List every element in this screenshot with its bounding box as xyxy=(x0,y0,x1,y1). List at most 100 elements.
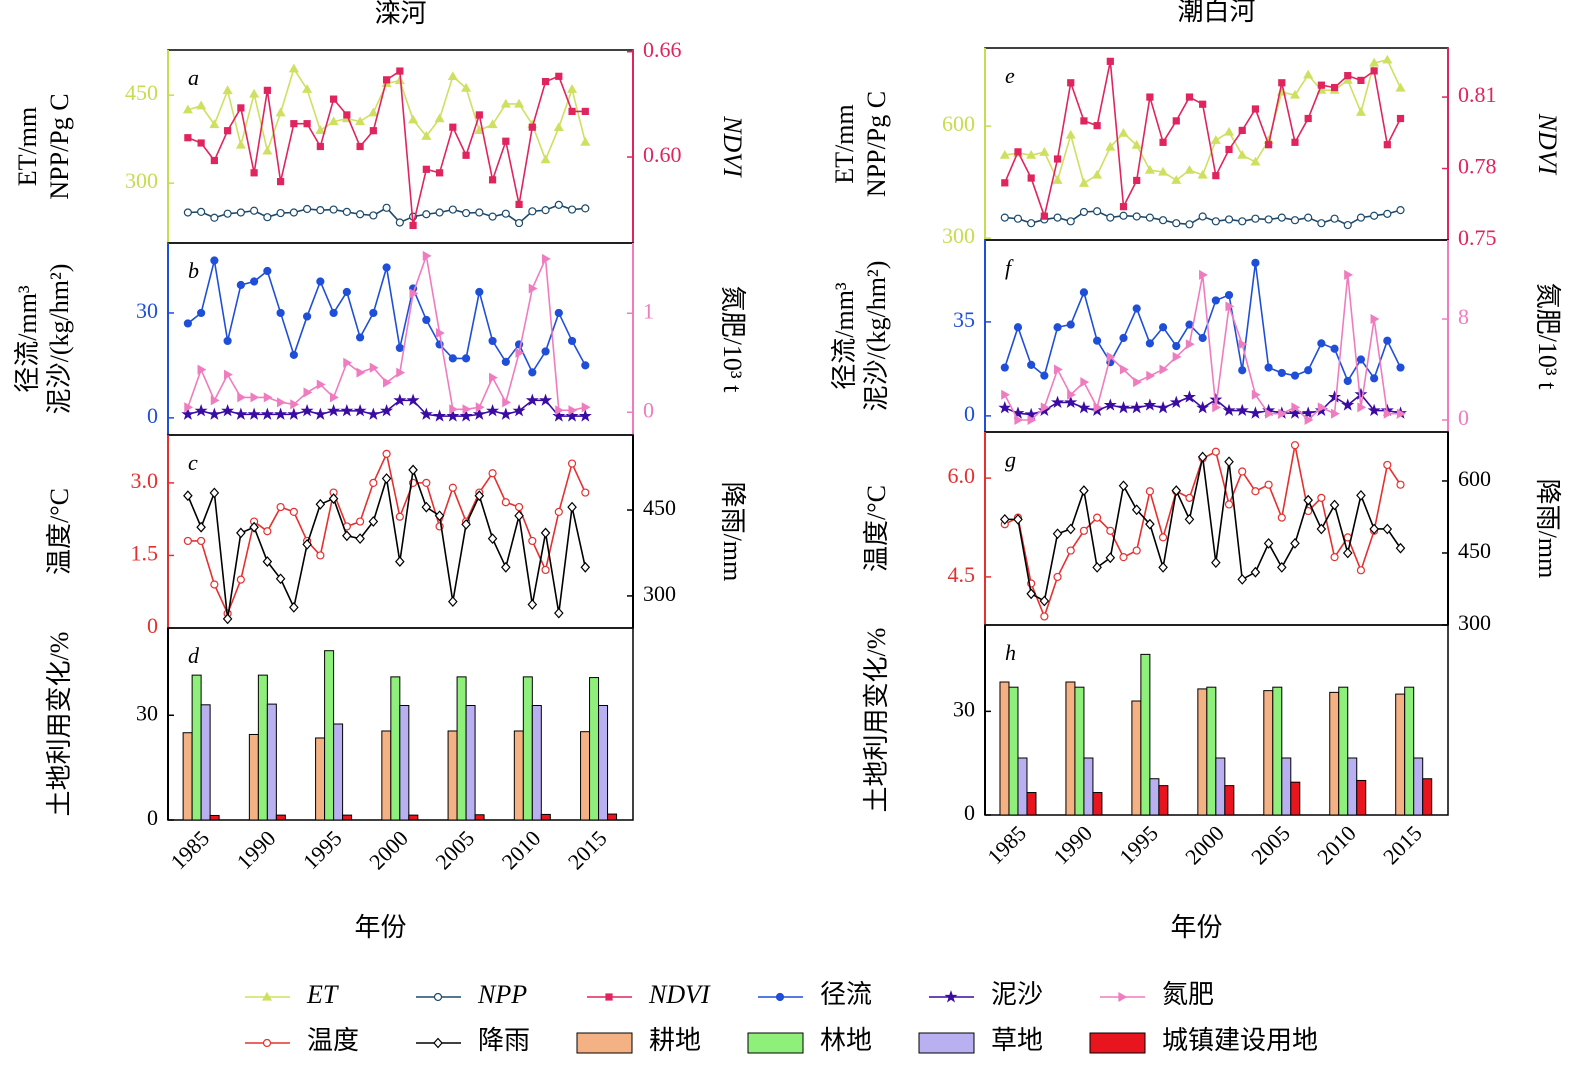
marker xyxy=(303,204,312,214)
bar xyxy=(607,813,618,821)
panel-label: g xyxy=(1005,447,1016,472)
marker xyxy=(302,538,312,550)
marker xyxy=(1172,219,1181,228)
bar xyxy=(182,732,193,821)
tick-label: 0.60 xyxy=(643,142,682,167)
marker xyxy=(1328,390,1342,403)
marker xyxy=(409,288,419,299)
marker xyxy=(515,200,523,208)
bar xyxy=(1329,691,1340,816)
y-axis-label: 泥沙/(kg/hm²) xyxy=(862,261,891,412)
marker xyxy=(475,402,485,413)
marker xyxy=(303,312,312,321)
marker xyxy=(1093,402,1103,413)
column-title: 潮白河 xyxy=(1177,0,1255,26)
marker xyxy=(184,134,192,142)
marker xyxy=(1250,566,1261,578)
marker xyxy=(1184,513,1195,525)
marker xyxy=(581,107,589,116)
tick-label: 600 xyxy=(942,111,975,136)
marker xyxy=(1053,213,1062,222)
bar xyxy=(1131,700,1142,816)
marker xyxy=(1303,69,1314,79)
marker xyxy=(275,573,286,585)
marker xyxy=(1199,269,1208,280)
bar xyxy=(531,704,542,821)
marker xyxy=(289,208,298,217)
marker xyxy=(393,393,407,406)
bar xyxy=(1197,688,1208,816)
marker xyxy=(1224,215,1234,224)
bar xyxy=(447,730,458,821)
legend-label: ET xyxy=(306,980,339,1009)
marker xyxy=(514,218,524,228)
marker xyxy=(194,404,208,417)
bar xyxy=(1356,779,1367,816)
marker xyxy=(1145,487,1154,496)
bar xyxy=(598,704,609,821)
marker xyxy=(1251,389,1261,400)
y2-axis-label: 降雨/mm xyxy=(718,482,747,582)
marker xyxy=(183,319,192,328)
marker xyxy=(1277,213,1286,222)
x-tick-label: 2000 xyxy=(364,825,413,874)
marker xyxy=(289,601,299,613)
marker xyxy=(1395,542,1406,554)
marker xyxy=(1105,552,1116,564)
marker xyxy=(302,84,313,93)
marker xyxy=(501,498,510,507)
marker xyxy=(1053,323,1062,332)
marker xyxy=(1301,406,1315,419)
marker xyxy=(540,527,551,539)
marker xyxy=(196,100,207,110)
marker xyxy=(488,372,498,383)
marker xyxy=(421,501,432,513)
marker xyxy=(499,407,513,420)
marker xyxy=(355,517,365,526)
bar xyxy=(399,704,410,821)
marker xyxy=(475,111,483,119)
marker xyxy=(1355,107,1366,116)
marker xyxy=(1158,216,1168,225)
x-tick-label: 1985 xyxy=(165,825,214,874)
tick-label: 35 xyxy=(953,307,975,332)
marker xyxy=(1013,323,1023,332)
marker xyxy=(1001,389,1010,400)
marker xyxy=(1024,407,1038,421)
marker xyxy=(1356,489,1366,501)
marker xyxy=(210,395,220,406)
marker xyxy=(1143,398,1157,411)
marker xyxy=(448,483,457,492)
marker xyxy=(1304,213,1313,222)
marker xyxy=(1357,402,1367,413)
marker xyxy=(1027,414,1037,426)
marker xyxy=(1052,528,1063,540)
marker xyxy=(1131,139,1142,149)
marker xyxy=(1317,219,1326,228)
marker xyxy=(1343,220,1352,230)
marker xyxy=(224,369,233,380)
bar xyxy=(1281,757,1292,816)
marker xyxy=(1330,408,1340,419)
marker xyxy=(1235,403,1249,417)
marker xyxy=(1383,209,1392,218)
marker xyxy=(289,507,298,517)
marker xyxy=(1383,336,1392,345)
marker xyxy=(1330,553,1339,562)
marker xyxy=(197,308,206,318)
marker xyxy=(1185,493,1194,502)
marker xyxy=(1013,513,1023,525)
bar xyxy=(456,676,467,821)
marker xyxy=(1146,93,1154,101)
marker xyxy=(528,283,538,294)
tick-label: 0 xyxy=(1458,405,1469,430)
marker xyxy=(567,205,577,214)
marker xyxy=(514,98,525,108)
marker xyxy=(515,347,525,358)
tick-label: 0 xyxy=(643,397,654,422)
marker xyxy=(261,991,273,1001)
marker xyxy=(1238,467,1247,476)
tick-label: 300 xyxy=(643,581,676,606)
marker xyxy=(1237,149,1248,159)
y-axis-label: 土地利用变化/% xyxy=(45,632,74,817)
